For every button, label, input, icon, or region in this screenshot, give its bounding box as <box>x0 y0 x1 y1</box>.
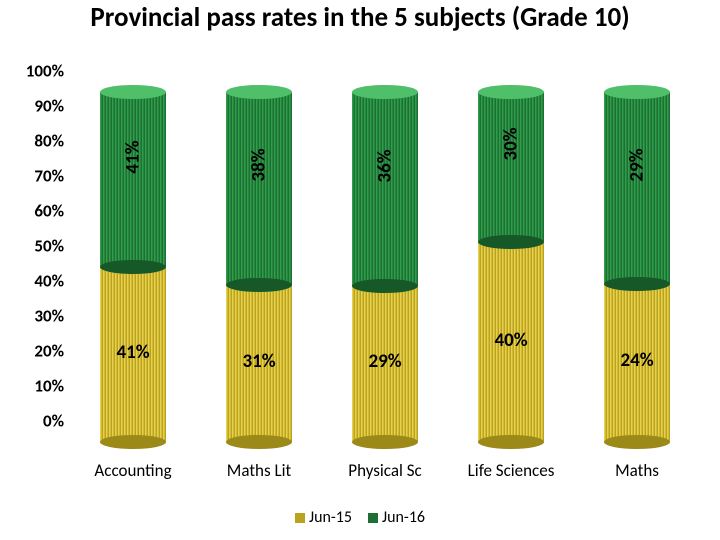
y-tick: 80% <box>34 131 70 152</box>
bar-label-bottom: 40% <box>494 329 527 352</box>
bar-label-bottom: 29% <box>368 350 401 373</box>
y-tick: 40% <box>34 271 70 292</box>
category: 31%38%Maths Lit <box>196 92 322 442</box>
bar-segment-top <box>604 92 670 284</box>
category: 29%36%Physical Sc <box>322 92 448 442</box>
bar-label-top: 38% <box>248 149 271 182</box>
bar-label-bottom: 31% <box>242 350 275 373</box>
chart-title: Provincial pass rates in the 5 subjects … <box>0 0 720 33</box>
y-tick: 20% <box>34 341 70 362</box>
category: 40%30%Life Sciences <box>448 92 574 442</box>
category-label: Life Sciences <box>468 442 555 481</box>
legend-label: Jun-15 <box>309 508 352 527</box>
bar-label-top: 29% <box>626 148 649 181</box>
y-tick: 30% <box>34 306 70 327</box>
bar-segment-top <box>478 92 544 242</box>
category: 24%29%Maths <box>574 92 700 442</box>
y-tick: 90% <box>34 96 70 117</box>
bar-label-top: 36% <box>374 149 397 182</box>
legend-item: Jun-15 <box>295 508 352 527</box>
legend: Jun-15 Jun-16 <box>0 508 720 527</box>
y-tick: 10% <box>34 376 70 397</box>
bar-label-bottom: 41% <box>116 341 149 364</box>
category: 41%41%Accounting <box>70 92 196 442</box>
bars-area: 41%41%Accounting31%38%Maths Lit29%36%Phy… <box>70 92 700 442</box>
legend-item: Jun-16 <box>368 508 425 527</box>
chart-container: Provincial pass rates in the 5 subjects … <box>0 0 720 540</box>
category-label: Maths <box>615 442 659 481</box>
legend-swatch <box>295 513 305 523</box>
bar-label-bottom: 24% <box>620 349 653 372</box>
category-label: Physical Sc <box>348 442 421 481</box>
legend-label: Jun-16 <box>382 508 425 527</box>
y-tick: 100% <box>26 61 70 82</box>
y-tick: 70% <box>34 166 70 187</box>
bar-segment-top <box>100 92 166 267</box>
y-tick: 50% <box>34 236 70 257</box>
y-tick: 60% <box>34 201 70 222</box>
bar-label-top: 30% <box>500 127 523 160</box>
bar-label-top: 41% <box>122 140 145 173</box>
bar-segment-top <box>352 92 418 286</box>
bar-segment-top <box>226 92 292 285</box>
legend-swatch <box>368 513 378 523</box>
category-label: Maths Lit <box>227 442 291 481</box>
plot-area: 0%10%20%30%40%50%60%70%80%90%100% 41%41%… <box>70 92 700 442</box>
category-label: Accounting <box>94 442 171 481</box>
y-tick: 0% <box>43 411 70 432</box>
